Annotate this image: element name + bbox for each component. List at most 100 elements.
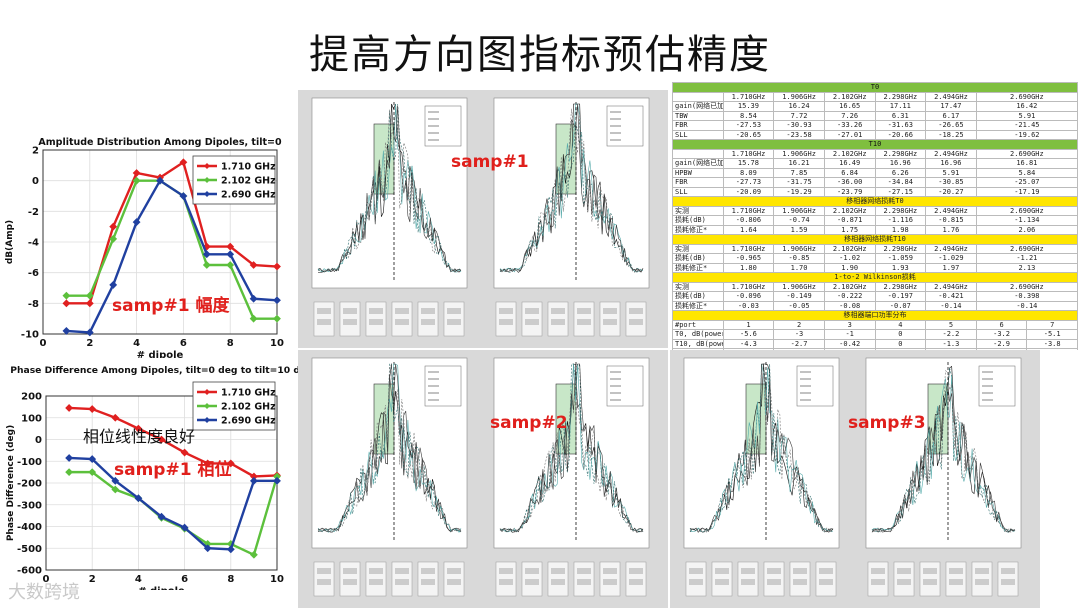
element-thumbnail-bar <box>603 308 617 314</box>
legend-entry: 2.690 GHz <box>221 416 276 427</box>
series-point <box>249 261 258 269</box>
table-cell: 16.42 <box>975 101 1078 112</box>
pattern-trace <box>689 363 834 533</box>
y-tick-label: -10 <box>21 330 39 341</box>
table-cell: FBR <box>672 177 724 188</box>
pattern-trace <box>499 103 644 273</box>
series-point <box>111 485 120 494</box>
table-cell: 1.97 <box>925 262 977 273</box>
table-cell: -0.08 <box>823 300 876 311</box>
series-point <box>85 291 94 300</box>
table-cell: -0.71 <box>823 348 876 350</box>
element-thumbnail-bar <box>551 579 565 585</box>
table-cell: 1.64 <box>722 224 775 235</box>
y-tick-label: 0 <box>32 176 39 187</box>
amplitude-chart: Amplitude Distribution Among Dipoles, ti… <box>0 132 292 358</box>
element-thumbnail-bar <box>343 319 357 325</box>
table-cell: -31.75 <box>773 177 825 188</box>
table-cell: 实测 <box>672 205 724 216</box>
table-cell: -0.197 <box>874 291 927 302</box>
table-cell: 移相器网络损耗T0 <box>672 196 1078 207</box>
series-point <box>202 250 211 259</box>
element-thumbnail-bar <box>317 579 331 585</box>
element-thumbnail-bar <box>629 308 643 314</box>
table-cell: 2.298GHz <box>874 281 927 292</box>
series-point <box>249 550 258 559</box>
element-thumbnail-bar <box>689 579 703 585</box>
series-point <box>179 192 188 200</box>
y-tick-label: -4 <box>28 238 39 249</box>
element-thumbnail-bar <box>871 568 885 574</box>
legend-marker <box>204 177 210 183</box>
table-row: 实测 1.710GHz 1.906GHz 2.102GHz 2.298GHz 2.494G… <box>672 281 1078 292</box>
element-thumbnail-bar <box>369 579 383 585</box>
legend-marker <box>204 191 210 197</box>
legend-marker <box>204 163 210 169</box>
element-thumbnail-bar <box>897 568 911 574</box>
series-point <box>226 545 235 554</box>
table-cell: -1 <box>823 329 876 340</box>
table-cell: 4 <box>874 319 927 330</box>
table-row: FBR -27.53 -30.93 -33.26 -31.63 -26.65 -21.45 <box>672 120 1078 131</box>
pattern-trace <box>871 365 1016 533</box>
table-row: HPBW 8.09 7.85 6.84 6.26 5.91 5.84 <box>672 167 1078 178</box>
series-point <box>203 544 212 553</box>
series-point <box>273 262 281 271</box>
element-thumbnail-bar <box>421 308 435 314</box>
table-cell: -1.3 <box>925 338 977 349</box>
element-thumbnail-bar <box>421 568 435 574</box>
series-point <box>132 218 141 226</box>
series-point <box>88 405 97 413</box>
table-row: 损耗(dB) -0.096 -0.149 -0.222 -0.197 -0.421 -0.3… <box>672 291 1078 302</box>
table-cell: -26.65 <box>925 120 977 131</box>
element-thumbnail-bar <box>975 579 989 585</box>
table-cell: 移相器网络损耗T10 <box>672 234 1078 245</box>
table-cell: gain(网络已加) <box>672 101 724 112</box>
table-cell: gain(网络已加) <box>672 158 724 169</box>
table-row: T0, dB(power)-5.6-3-10-2.2-3.2-5.1 <box>672 329 1078 340</box>
element-thumbnail-bar <box>949 568 963 574</box>
element-thumbnail-bar <box>577 579 591 585</box>
table-cell: 2.102GHz <box>823 91 876 102</box>
table-cell: 17.11 <box>874 101 927 112</box>
samp3-panel <box>670 350 1040 608</box>
table-cell: 1.80 <box>722 262 775 273</box>
table-cell: 0 <box>874 348 927 350</box>
series-point <box>179 158 188 167</box>
legend-marker <box>204 417 210 423</box>
series-point <box>156 176 164 185</box>
element-thumbnail-bar <box>525 308 539 314</box>
series-point <box>249 476 258 485</box>
table-cell: 2.102GHz <box>823 243 876 254</box>
table-cell: -23.79 <box>823 186 876 197</box>
element-thumbnail-bar <box>395 579 409 585</box>
table-cell: -21.45 <box>975 120 1078 131</box>
table-cell: 损耗修正* <box>672 300 724 311</box>
samp1-panel <box>298 90 668 348</box>
legend-entry: 1.710 GHz <box>221 162 276 173</box>
table-cell: 1.710GHz <box>722 205 775 216</box>
element-thumbnail-bar <box>395 319 409 325</box>
table-cell: 5 <box>925 319 977 330</box>
element-thumbnail-bar <box>793 568 807 574</box>
table-cell: -27.01 <box>823 129 876 140</box>
table-cell: 1.906GHz <box>773 243 825 254</box>
element-thumbnail-bar <box>923 579 937 585</box>
y-tick-label: 0 <box>35 435 42 446</box>
series-point <box>62 327 71 335</box>
series-point <box>249 294 258 303</box>
element-thumbnail-bar <box>369 568 383 574</box>
table-row: TBW 8.54 7.72 7.26 6.31 6.17 5.91 <box>672 110 1078 121</box>
table-cell: -19.62 <box>975 129 1078 140</box>
element-thumbnail-bar <box>629 568 643 574</box>
table-cell: 7.26 <box>823 110 876 121</box>
table-row: avg-4.95-2.85-0.710-1.75-3.05-4.45 <box>672 348 1078 350</box>
element-thumbnail-bar <box>923 568 937 574</box>
table-cell: 2.690GHz <box>975 243 1078 254</box>
x-tick-label: 8 <box>227 574 234 585</box>
table-cell: 损耗修正* <box>672 262 724 273</box>
y-tick-label: -500 <box>17 544 42 555</box>
table-cell: 1.90 <box>823 262 876 273</box>
table-cell: -0.096 <box>722 291 775 302</box>
series-point <box>132 169 141 177</box>
